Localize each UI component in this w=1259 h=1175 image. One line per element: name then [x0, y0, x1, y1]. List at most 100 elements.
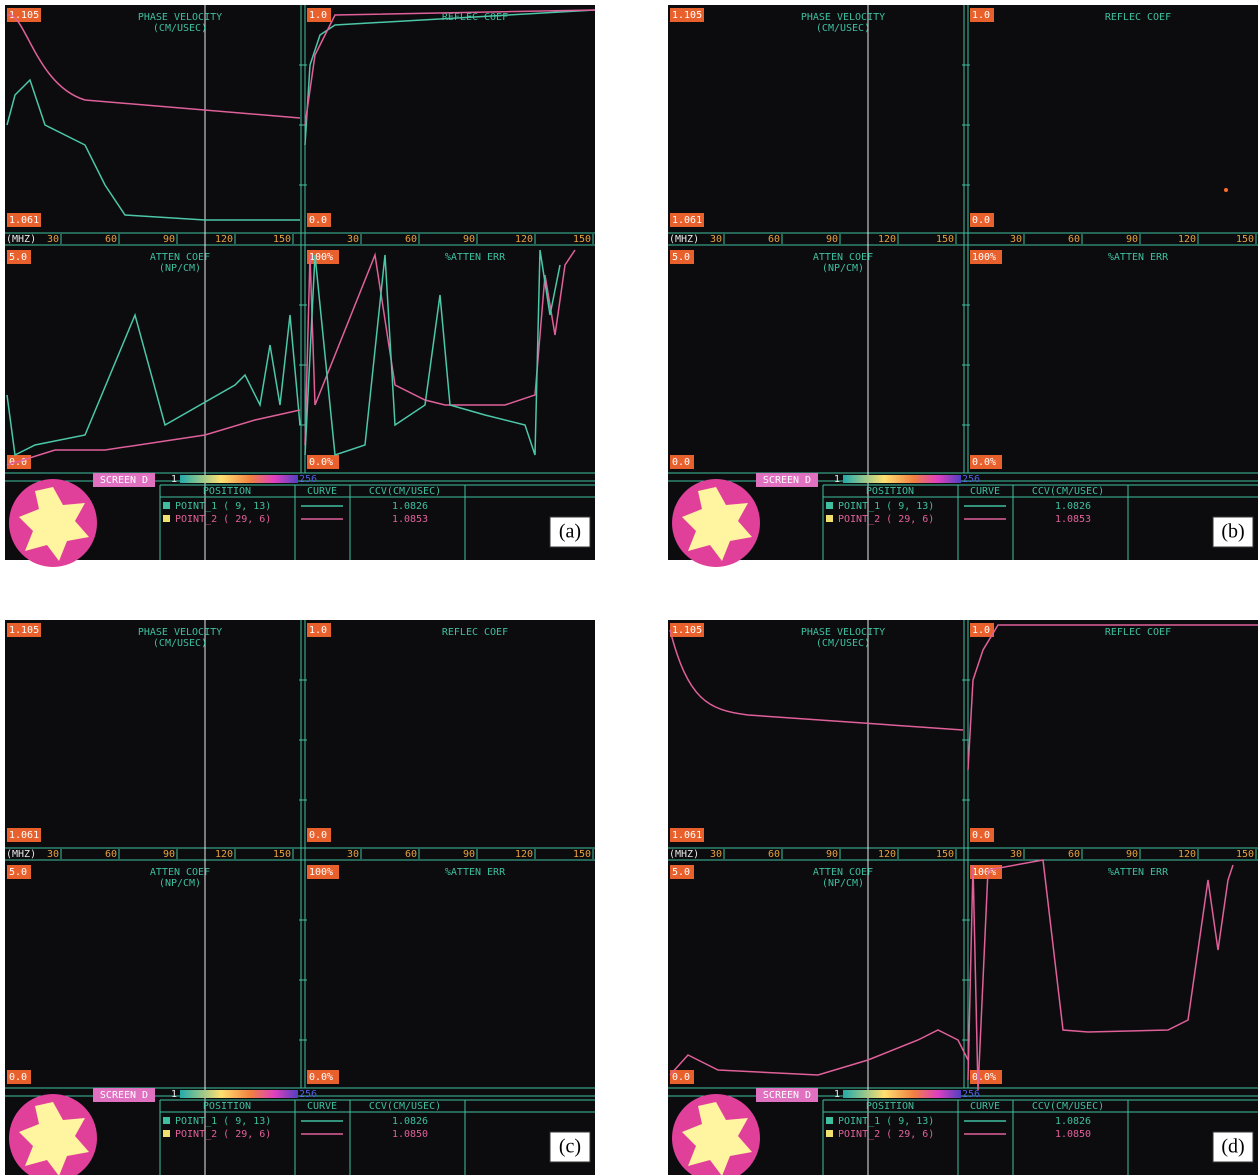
point-name: POINT_2 ( 29, 6): [838, 514, 934, 525]
curves-b: [1224, 188, 1228, 192]
curve: [6, 409, 301, 466]
screen-tag: [93, 473, 155, 487]
value-tag-text: 1.061: [672, 830, 702, 841]
plot-unit: (CM/USEC): [816, 638, 870, 649]
label-box: [1212, 516, 1254, 548]
point-name: POINT_2 ( 29, 6): [175, 514, 271, 525]
x-tick-label: 150: [936, 849, 954, 860]
value-tag-text: 0.0: [972, 215, 990, 226]
table-header: CCV(CM/USEC): [1032, 1101, 1104, 1112]
value-tag: [670, 828, 704, 842]
table-header: POSITION: [203, 1101, 251, 1112]
x-tick-label: 90: [1126, 234, 1138, 245]
plot-unit: (CM/USEC): [816, 23, 870, 34]
curve: [304, 249, 576, 446]
x-tick-label: 30: [347, 849, 359, 860]
point-marker: [826, 1117, 833, 1124]
scale-max: 256: [299, 1089, 317, 1100]
ccv-value: 1.0850: [1055, 1129, 1091, 1140]
point-marker: [826, 1130, 833, 1137]
value-tag: [7, 865, 31, 879]
value-tag-text: 1.105: [9, 10, 39, 21]
value-tag-text: 5.0: [9, 867, 27, 878]
x-tick-label: 30: [710, 234, 722, 245]
x-tick-label: 150: [273, 849, 291, 860]
value-tag: [670, 1070, 694, 1084]
plot-unit: (CM/USEC): [153, 23, 207, 34]
table-header: CCV(CM/USEC): [1032, 486, 1104, 497]
value-tag-text: 1.061: [9, 215, 39, 226]
x-tick-label: 30: [47, 234, 59, 245]
color-scale: [843, 475, 961, 483]
plot-title: ATTEN COEF: [150, 252, 210, 263]
ccv-value: 1.0826: [1055, 501, 1091, 512]
screen-panel: PHASE VELOCITY(CM/USEC) REFLEC COEF ATTEN …: [668, 620, 1258, 1175]
x-tick-label: 30: [1010, 849, 1022, 860]
wafer-core: [19, 1102, 89, 1175]
curve: [669, 1029, 969, 1076]
value-tag: [970, 250, 1002, 264]
screen-tag: [93, 1088, 155, 1102]
x-tick-label: 30: [1010, 234, 1022, 245]
value-tag-text: 0.0: [9, 1072, 27, 1083]
table-header: POSITION: [866, 486, 914, 497]
value-tag: [7, 623, 41, 637]
table-header: CCV(CM/USEC): [369, 1101, 441, 1112]
label-box: [549, 1131, 591, 1163]
screen-bg: [5, 5, 595, 560]
value-tag-text: 0.0: [309, 215, 327, 226]
scale-min: 1: [171, 474, 177, 485]
ccv-value: 1.0826: [1055, 1116, 1091, 1127]
x-tick-label: 90: [163, 849, 175, 860]
x-tick-label: 90: [1126, 849, 1138, 860]
value-tag: [307, 828, 331, 842]
x-tick-label: 150: [573, 234, 591, 245]
panel-label: (c): [559, 1136, 581, 1158]
plot-title: ATTEN COEF: [813, 252, 873, 263]
value-tag-text: 1.105: [672, 625, 702, 636]
axis-unit: (MHZ): [6, 234, 36, 245]
color-scale: [180, 475, 298, 483]
curve: [967, 624, 1258, 771]
label-box: [549, 516, 591, 548]
x-tick-label: 60: [768, 234, 780, 245]
x-tick-label: 90: [463, 234, 475, 245]
x-tick-label: 150: [1236, 234, 1254, 245]
curve: [967, 859, 1234, 1091]
table-header: CURVE: [970, 1101, 1000, 1112]
x-tick-label: 60: [1068, 234, 1080, 245]
curves-d: [669, 624, 1258, 1091]
plot-title: ATTEN COEF: [150, 867, 210, 878]
x-tick-label: 60: [768, 849, 780, 860]
value-tag: [970, 623, 994, 637]
axis-unit: (MHZ): [6, 849, 36, 860]
value-tag: [307, 455, 339, 469]
x-tick-label: 150: [1236, 849, 1254, 860]
plot-title: PHASE VELOCITY: [801, 12, 885, 23]
value-tag-text: 1.0: [309, 10, 327, 21]
value-tag: [7, 1070, 31, 1084]
color-scale: [843, 1090, 961, 1098]
value-tag-text: 100%: [972, 867, 996, 878]
plot-title: PHASE VELOCITY: [801, 627, 885, 638]
screen-bg: [668, 5, 1258, 560]
curves-a: [6, 9, 596, 466]
curve: [6, 78, 300, 221]
x-tick-label: 60: [105, 234, 117, 245]
value-tag-text: 0.0%: [309, 1072, 333, 1083]
plot-title: REFLEC COEF: [1105, 627, 1171, 638]
curve: [304, 9, 596, 146]
value-tag-text: 1.0: [972, 625, 990, 636]
value-tag-text: 100%: [972, 252, 996, 263]
scale-min: 1: [834, 1089, 840, 1100]
point-marker: [163, 1117, 170, 1124]
value-tag-text: 1.061: [672, 215, 702, 226]
axis-unit: (MHZ): [669, 849, 699, 860]
x-tick-label: 150: [573, 849, 591, 860]
plot-unit: (NP/CM): [159, 263, 201, 274]
x-tick-label: 120: [215, 234, 233, 245]
x-tick-label: 120: [515, 849, 533, 860]
x-tick-label: 90: [463, 849, 475, 860]
table-header: CURVE: [970, 486, 1000, 497]
value-tag: [970, 455, 1002, 469]
